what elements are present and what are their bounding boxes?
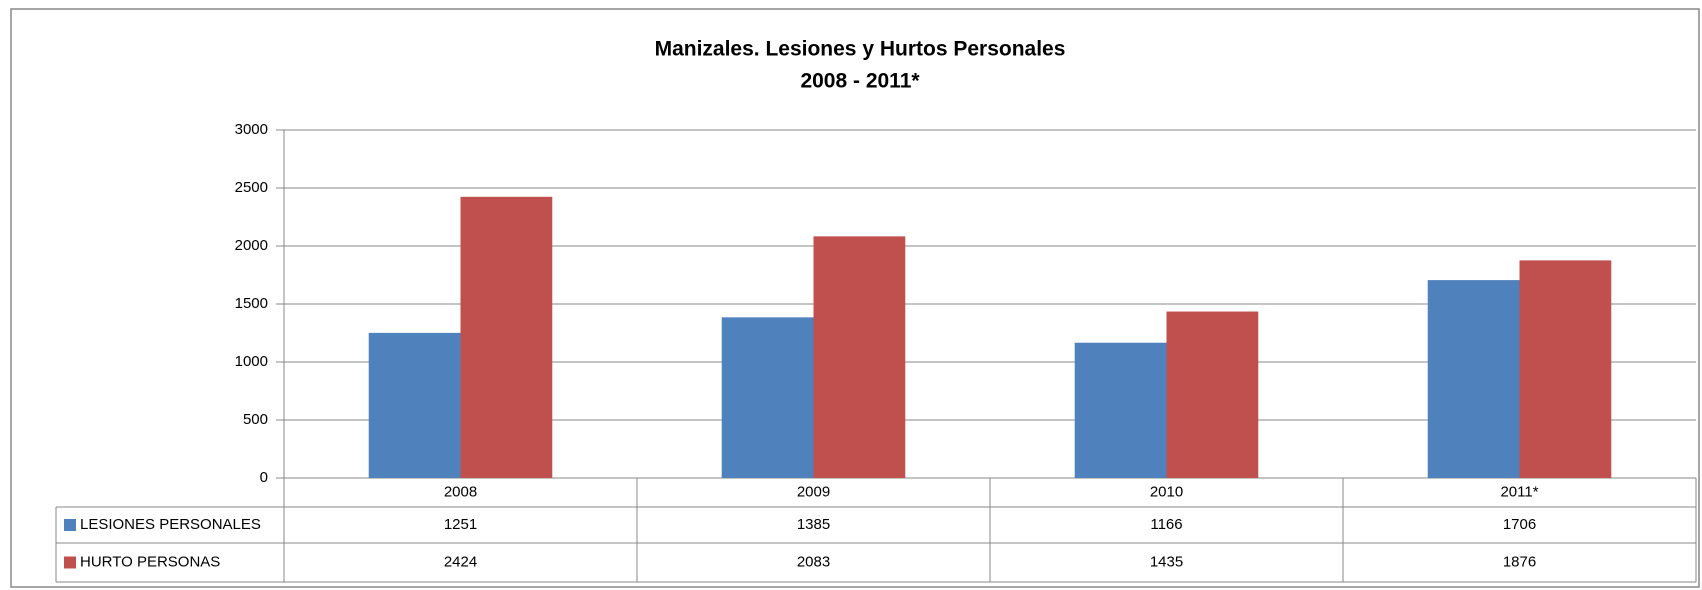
y-tick-label: 500	[243, 411, 268, 428]
legend-swatch	[64, 556, 76, 569]
bar	[721, 317, 814, 478]
legend-label: HURTO PERSONAS	[80, 553, 220, 570]
bar	[1166, 311, 1259, 478]
table-value: 1251	[444, 516, 477, 533]
table-value: 2424	[444, 553, 477, 570]
y-tick-label: 0	[260, 469, 268, 486]
y-tick-label: 2500	[235, 179, 268, 196]
table-value: 1876	[1503, 553, 1536, 570]
y-tick-label: 1500	[235, 295, 268, 312]
x-tick-label: 2010	[1150, 483, 1183, 500]
bar	[1427, 280, 1520, 478]
x-tick-label: 2009	[797, 483, 830, 500]
x-tick-label: 2008	[444, 483, 477, 500]
bar	[813, 236, 906, 478]
table-value: 1435	[1150, 553, 1183, 570]
chart-title: Manizales. Lesiones y Hurtos Personales	[655, 38, 1066, 61]
x-tick-label: 2011*	[1500, 483, 1538, 500]
bar	[1519, 260, 1612, 478]
table-value: 2083	[797, 553, 830, 570]
legend-label: LESIONES PERSONALES	[80, 516, 261, 533]
table-value: 1166	[1150, 516, 1182, 533]
y-tick-label: 3000	[235, 121, 268, 138]
bar	[1074, 342, 1167, 478]
bar	[368, 332, 461, 478]
y-tick-label: 2000	[235, 237, 268, 254]
bar	[460, 196, 553, 479]
y-tick-label: 1000	[235, 353, 268, 370]
table-value: 1706	[1503, 516, 1536, 533]
table-value: 1385	[797, 516, 830, 533]
chart-subtitle: 2008 - 2011*	[800, 70, 920, 93]
legend-swatch	[64, 519, 76, 531]
